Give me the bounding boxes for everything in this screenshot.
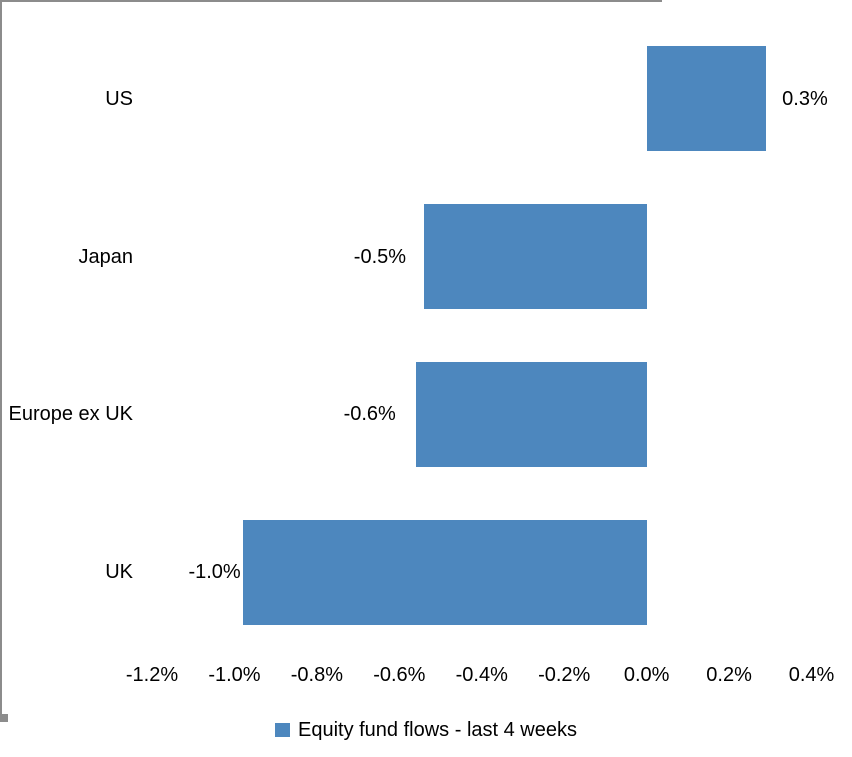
x-axis-tick bbox=[0, 20, 2, 29]
category-label: Japan bbox=[78, 245, 134, 268]
value-label: -1.0% bbox=[188, 561, 241, 584]
category-label: US bbox=[105, 87, 133, 110]
legend-series-swatch-icon bbox=[274, 723, 290, 737]
x-axis-tick bbox=[0, 29, 2, 38]
x-axis-tick-label: -1.2% bbox=[125, 664, 179, 686]
y-axis-line bbox=[0, 83, 2, 714]
x-axis-tick bbox=[0, 56, 2, 65]
bar-us bbox=[646, 46, 767, 152]
y-axis-tick bbox=[0, 720, 8, 722]
legend-series-label: Equity fund flows - last 4 weeks bbox=[297, 719, 577, 741]
y-axis-tick bbox=[0, 718, 8, 720]
category-label: Europe ex UK bbox=[8, 403, 133, 426]
x-axis-tick-label: -0.6% bbox=[373, 664, 426, 686]
y-axis-tick bbox=[0, 714, 8, 716]
x-axis-tick-label: -0.2% bbox=[538, 664, 591, 686]
x-axis-tick bbox=[0, 11, 2, 20]
x-axis-tick bbox=[0, 47, 2, 56]
x-axis-tick-label: -0.8% bbox=[290, 664, 343, 686]
bar-uk bbox=[242, 519, 647, 625]
x-axis-tick bbox=[0, 2, 2, 11]
category-label: UK bbox=[105, 561, 133, 584]
x-axis-tick bbox=[0, 65, 2, 74]
x-axis-tick bbox=[0, 74, 2, 83]
bar-japan bbox=[424, 204, 647, 310]
bar-europe-ex-uk bbox=[415, 361, 647, 467]
x-axis-tick-label: 0.4% bbox=[788, 664, 835, 686]
value-label: 0.3% bbox=[782, 87, 828, 110]
plot-area: US 0.3% Japan -0.5% Europe ex UK -0.6% UK -1.0%… bbox=[0, 0, 835, 722]
x-axis-tick-label: -1.0% bbox=[208, 664, 261, 686]
legend: Equity fund flows - last 4 weeks bbox=[0, 719, 852, 741]
y-axis-tick bbox=[0, 716, 8, 718]
value-label: -0.5% bbox=[353, 245, 407, 268]
x-axis-line bbox=[0, 0, 662, 2]
x-axis-tick bbox=[0, 38, 2, 47]
x-axis-tick-label: 0.0% bbox=[623, 664, 670, 686]
x-axis-tick-label: 0.2% bbox=[706, 664, 752, 686]
value-label: -0.6% bbox=[343, 403, 396, 426]
x-axis-tick-label: -0.4% bbox=[455, 664, 508, 686]
